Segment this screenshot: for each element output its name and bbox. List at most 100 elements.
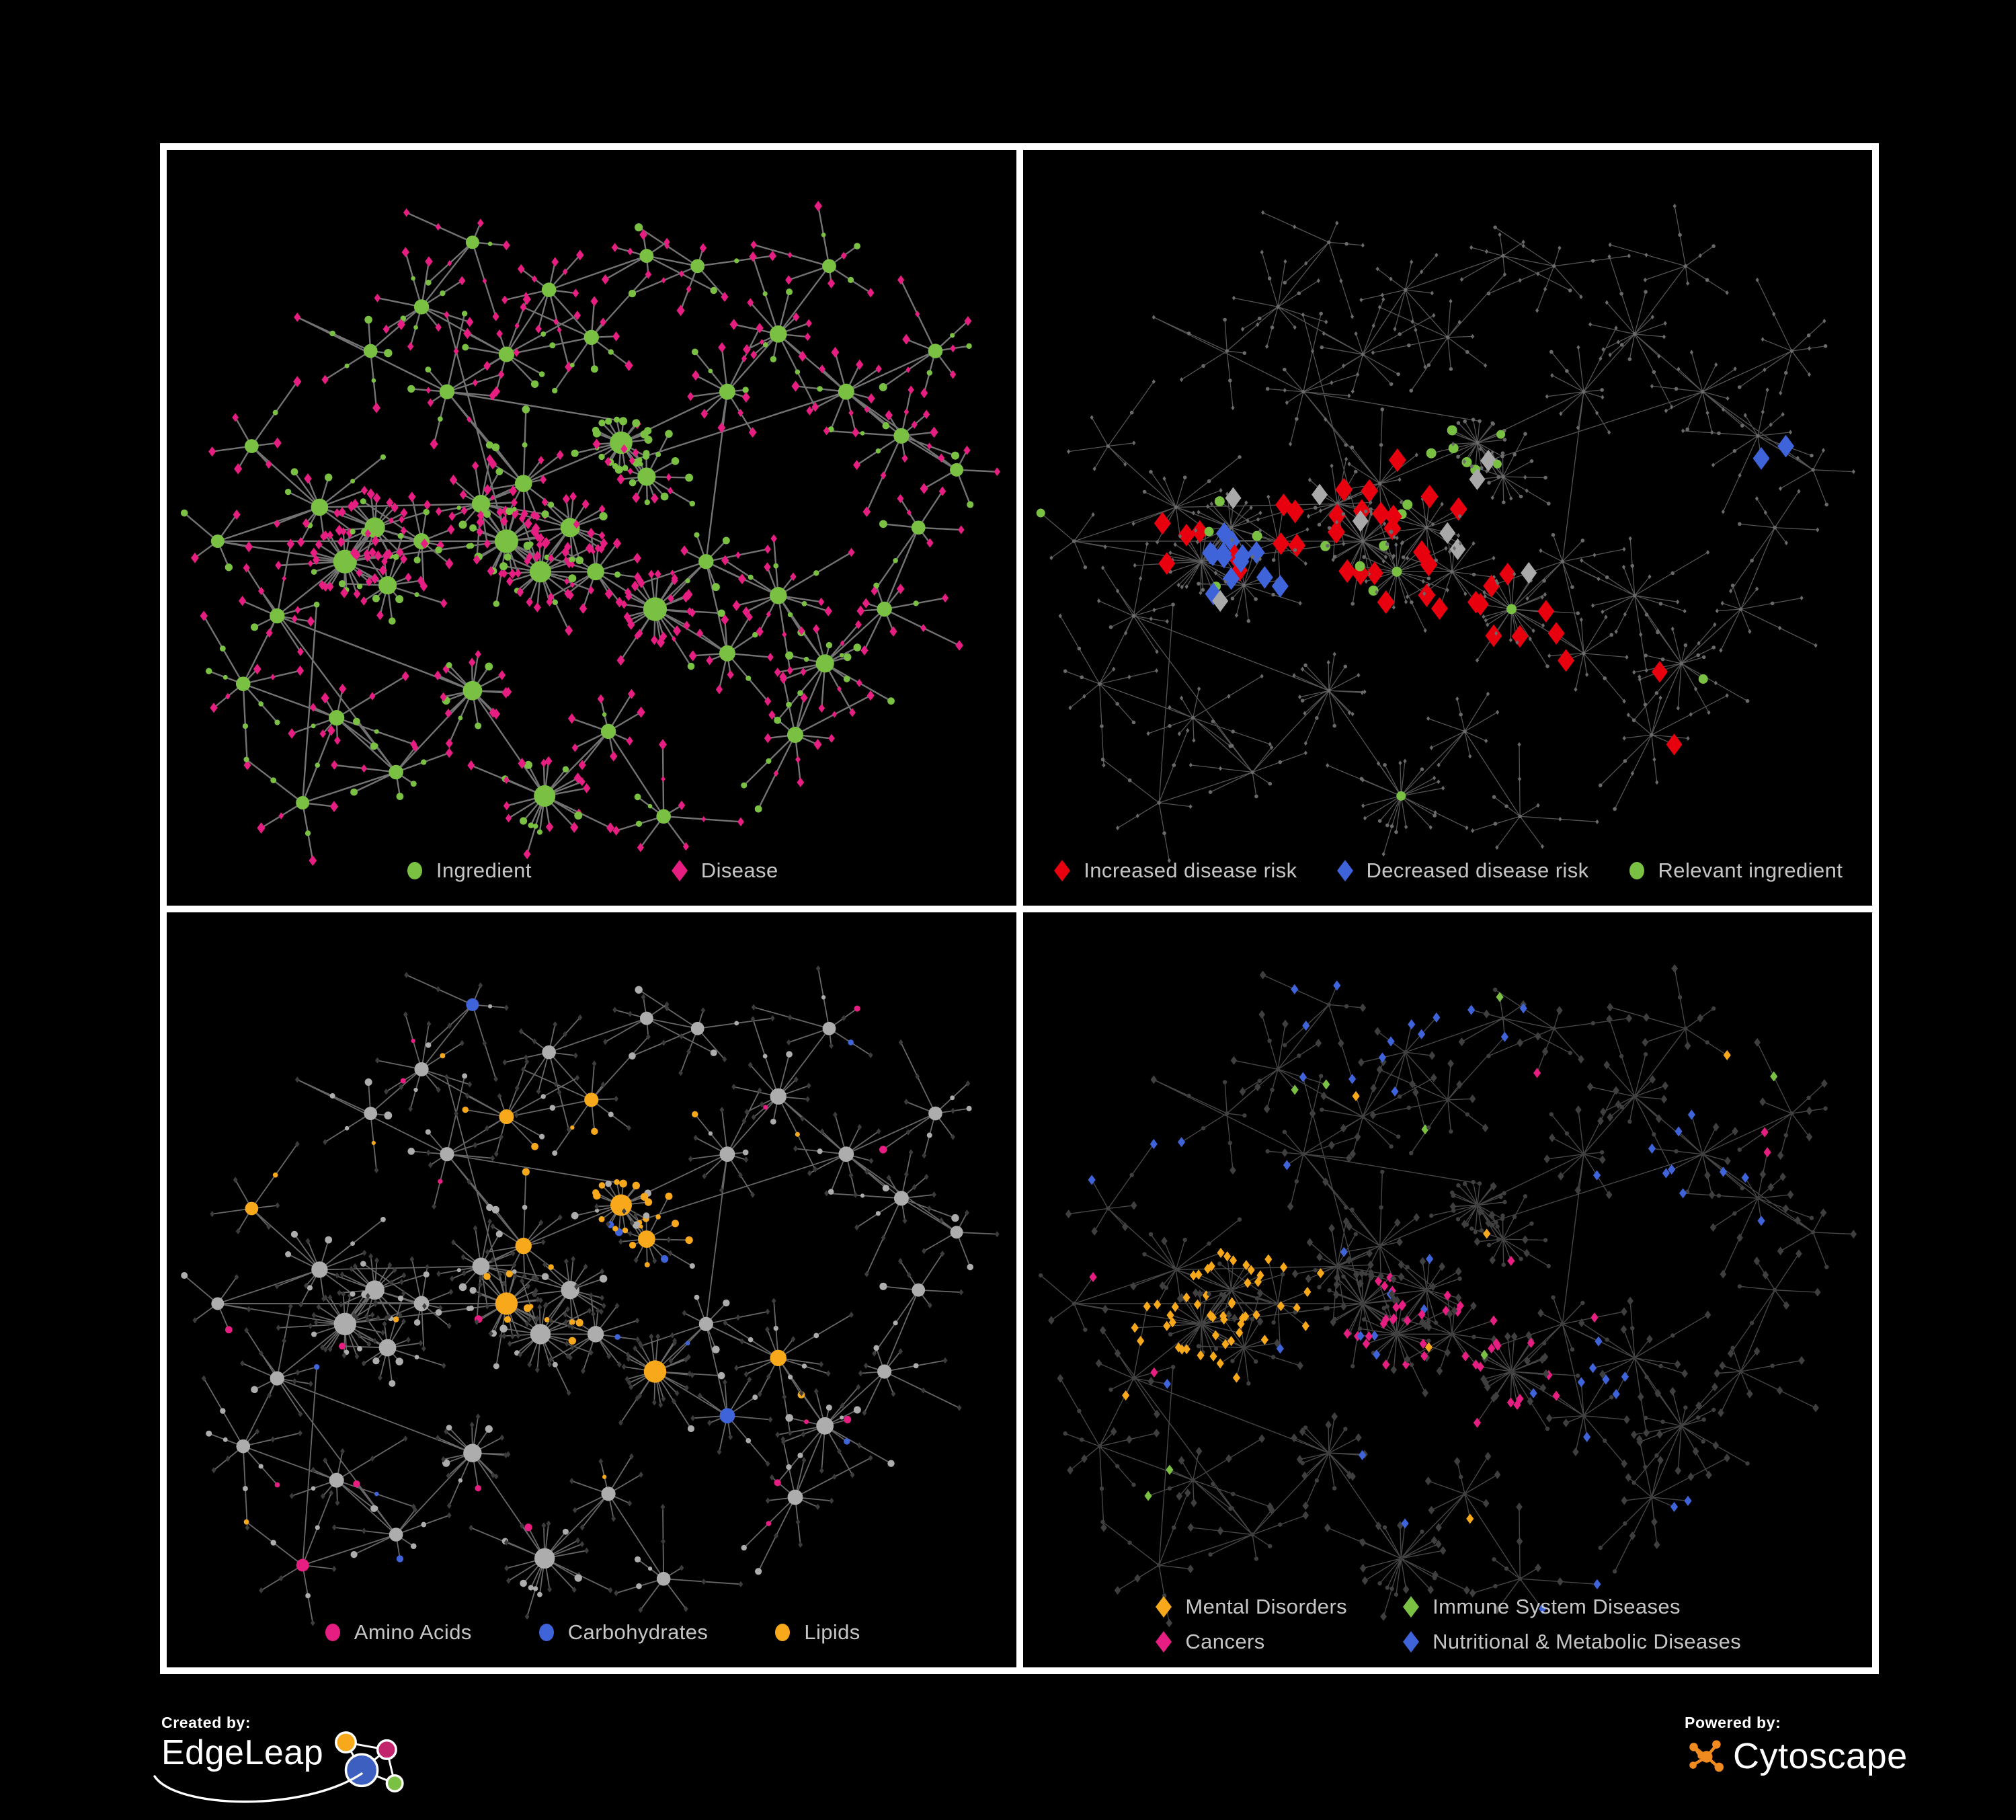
ingredient-node[interactable] <box>380 1216 386 1222</box>
disease-node[interactable] <box>1463 1585 1470 1595</box>
disease-node[interactable] <box>1606 1002 1613 1012</box>
disease-node[interactable] <box>365 1316 370 1322</box>
disease-node[interactable] <box>1185 727 1189 733</box>
ingredient-node[interactable] <box>1619 292 1623 296</box>
ingredient-node[interactable] <box>1670 1333 1675 1338</box>
disease-node[interactable] <box>1234 612 1238 618</box>
ingredient-node[interactable] <box>1549 1111 1554 1117</box>
ingredient-node[interactable] <box>245 1201 259 1215</box>
ingredient-node[interactable] <box>665 1192 673 1200</box>
disease-node[interactable] <box>1615 1099 1621 1109</box>
disease-node[interactable] <box>376 610 384 621</box>
ingredient-node[interactable] <box>1341 512 1345 516</box>
ingredient-node[interactable] <box>1382 1525 1387 1530</box>
ingredient-node[interactable] <box>762 1054 768 1058</box>
disease-node[interactable] <box>1296 1361 1303 1370</box>
ingredient-node[interactable] <box>458 715 463 721</box>
disease-node[interactable] <box>824 606 832 617</box>
ingredient-node[interactable] <box>219 645 226 652</box>
disease-node[interactable] <box>832 1473 837 1480</box>
ingredient-node[interactable] <box>629 1241 637 1249</box>
ingredient-node[interactable] <box>1632 593 1637 598</box>
disease-node[interactable] <box>688 650 697 662</box>
disease-node[interactable] <box>566 1125 571 1132</box>
ingredient-node[interactable] <box>1131 1482 1136 1487</box>
disease-node[interactable] <box>813 1166 818 1173</box>
disease-node[interactable] <box>378 565 387 576</box>
disease-node[interactable] <box>951 1107 955 1114</box>
ingredient-node[interactable] <box>1385 823 1389 828</box>
ingredient-node[interactable] <box>879 383 887 391</box>
ingredient-node[interactable] <box>1806 1095 1811 1100</box>
ingredient-node[interactable] <box>786 288 793 296</box>
disease-node[interactable] <box>1620 1459 1627 1468</box>
disease-node[interactable] <box>531 1274 536 1281</box>
disease-node[interactable] <box>1647 574 1652 580</box>
disease-node[interactable] <box>1497 232 1502 237</box>
ingredient-node[interactable] <box>644 435 653 444</box>
disease-node[interactable] <box>1166 1310 1174 1320</box>
disease-node[interactable] <box>1373 1027 1381 1035</box>
ingredient-node[interactable] <box>643 1212 650 1219</box>
disease-node[interactable] <box>1357 1279 1364 1288</box>
ingredient-node[interactable] <box>1506 604 1517 615</box>
disease-node[interactable] <box>849 1311 854 1318</box>
ingredient-node[interactable] <box>608 1111 614 1117</box>
disease-node[interactable] <box>1306 1237 1313 1247</box>
disease-node[interactable] <box>1441 785 1445 791</box>
disease-node[interactable] <box>1350 389 1355 394</box>
ingredient-node[interactable] <box>1077 646 1081 651</box>
ingredient-node[interactable] <box>634 793 641 801</box>
disease-node[interactable] <box>787 666 793 675</box>
disease-node[interactable] <box>467 416 472 423</box>
ingredient-node[interactable] <box>371 1140 376 1145</box>
ingredient-node[interactable] <box>462 1106 469 1113</box>
disease-node[interactable] <box>1219 1314 1227 1324</box>
disease-node[interactable] <box>1755 496 1759 502</box>
ingredient-node[interactable] <box>1396 372 1400 377</box>
ingredient-node[interactable] <box>1340 1273 1346 1279</box>
ingredient-node[interactable] <box>1237 1217 1242 1222</box>
disease-node[interactable] <box>869 1157 874 1164</box>
disease-node[interactable] <box>405 572 412 582</box>
ingredient-node[interactable] <box>531 1142 539 1150</box>
disease-node[interactable] <box>1557 1171 1564 1181</box>
disease-node[interactable] <box>735 551 741 559</box>
disease-node[interactable] <box>1708 1190 1716 1199</box>
disease-node[interactable] <box>532 1290 538 1298</box>
ingredient-node[interactable] <box>1631 718 1636 723</box>
disease-node[interactable] <box>489 391 497 401</box>
ingredient-node[interactable] <box>1186 1093 1191 1098</box>
ingredient-node[interactable] <box>407 385 415 393</box>
ingredient-node[interactable] <box>774 716 782 724</box>
disease-node[interactable] <box>1306 514 1310 519</box>
disease-node[interactable] <box>564 1340 569 1347</box>
ingredient-node[interactable] <box>1541 1341 1546 1345</box>
ingredient-node[interactable] <box>372 1357 380 1364</box>
disease-node[interactable] <box>1705 550 1709 555</box>
disease-node[interactable] <box>687 391 694 401</box>
disease-node[interactable] <box>898 1347 903 1354</box>
disease-node[interactable] <box>1599 1107 1607 1116</box>
disease-node[interactable] <box>1216 1357 1224 1368</box>
disease-node[interactable] <box>868 1454 873 1461</box>
disease-node[interactable] <box>1264 1253 1272 1265</box>
ingredient-node[interactable] <box>528 1584 534 1591</box>
ingredient-node[interactable] <box>1313 1267 1318 1272</box>
ingredient-node[interactable] <box>1581 389 1586 394</box>
disease-node[interactable] <box>1272 532 1289 555</box>
disease-node[interactable] <box>588 1349 594 1355</box>
disease-node[interactable] <box>1681 428 1685 434</box>
ingredient-node[interactable] <box>274 1482 280 1487</box>
disease-node[interactable] <box>1405 555 1409 561</box>
ingredient-node[interactable] <box>1174 505 1178 510</box>
ingredient-node[interactable] <box>1432 1575 1437 1580</box>
disease-node[interactable] <box>679 1033 684 1039</box>
disease-node[interactable] <box>446 1322 452 1329</box>
ingredient-node[interactable] <box>540 1093 546 1099</box>
ingredient-node[interactable] <box>1695 653 1700 658</box>
disease-node[interactable] <box>540 758 547 768</box>
disease-node[interactable] <box>551 257 559 267</box>
disease-node[interactable] <box>1100 565 1104 571</box>
disease-node[interactable] <box>798 626 805 635</box>
